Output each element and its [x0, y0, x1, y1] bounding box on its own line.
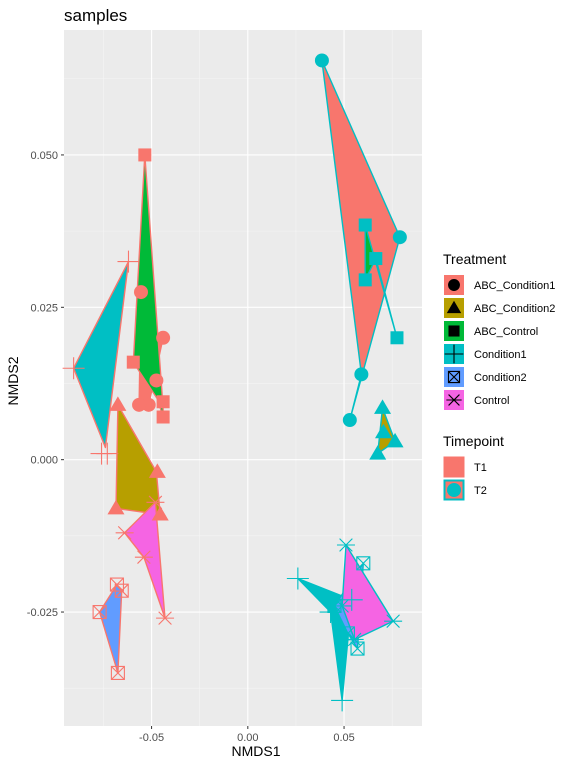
legend-title-treatment: Treatment	[443, 251, 506, 267]
legend-key-t1	[443, 456, 465, 478]
point-abc_condition2-t1	[148, 463, 166, 478]
point-abc_condition1-t2	[392, 230, 407, 245]
y-axis-label: NMDS2	[5, 356, 21, 405]
legend-label-condition2: Condition2	[474, 372, 527, 384]
legend-label-abc_condition2: ABC_Condition2	[474, 303, 555, 315]
point-abc_condition2-t1	[107, 499, 125, 515]
point-abc_condition1-t1	[156, 330, 171, 345]
point-control-t1	[156, 611, 175, 625]
y-tick-label: 0.025	[30, 302, 58, 314]
point-abc_control-t2	[369, 252, 383, 266]
point-control-t1	[146, 495, 165, 510]
legend-label-condition1: Condition1	[474, 349, 527, 361]
point-control-t2	[384, 614, 403, 628]
y-tick-label: 0.050	[30, 150, 58, 162]
legend-key-symbol	[444, 344, 464, 364]
legend-key-abc_condition2	[444, 298, 464, 318]
point-abc_control-t2	[358, 273, 372, 287]
point-abc_condition2-t2	[375, 423, 393, 439]
legend-label-t1: T1	[474, 462, 487, 474]
point-condition1-t2	[340, 588, 363, 611]
point-abc_condition2-t2	[374, 399, 392, 414]
legend-key-symbol	[448, 279, 460, 291]
chart-title: samples	[64, 6, 127, 25]
point-abc_control-t1	[156, 410, 170, 424]
legend-label-abc_condition1: ABC_Condition1	[474, 280, 555, 292]
legend-label-control: Control	[474, 395, 509, 407]
point-abc_condition2-t1	[109, 396, 127, 411]
hull-polygons	[72, 59, 401, 702]
point-condition2-t1	[110, 665, 125, 681]
legend-key-control	[444, 390, 464, 410]
point-condition2-t1	[92, 604, 107, 620]
point-control-t2	[336, 538, 355, 552]
point-control-t2	[333, 599, 352, 613]
point-condition1-t1	[117, 250, 140, 273]
point-abc_condition2-t1	[151, 506, 169, 521]
x-tick-label: -0.05	[139, 732, 164, 744]
legend-key-condition1	[444, 344, 464, 364]
legend-label-abc_control: ABC_Control	[474, 326, 538, 338]
legend-key-t2	[443, 479, 465, 501]
legend-label-t2: T2	[474, 485, 487, 497]
data-points	[62, 53, 407, 712]
point-condition1-t1	[90, 442, 113, 465]
legend-title-timepoint: Timepoint	[443, 433, 504, 449]
point-abc_condition1-t2	[314, 53, 329, 68]
y-tick-label: -0.025	[27, 607, 58, 619]
point-condition2-t2	[350, 641, 365, 656]
point-abc_condition1-t2	[354, 367, 369, 382]
point-abc_condition1-t1	[133, 285, 148, 300]
point-abc_control-t2	[358, 218, 372, 232]
axis-ticks: -0.05 0.00 0.05 -0.025 0.000 0.025 0.050	[27, 150, 355, 744]
legend: Treatment ABC_Condition1 ABC_Condition2 ABC…	[443, 251, 555, 501]
point-abc_condition1-t1	[149, 373, 164, 388]
point-abc_condition2-t2	[386, 432, 404, 448]
point-control-t2	[345, 632, 364, 647]
minor-gridlines	[64, 30, 422, 726]
legend-key-abc_control	[444, 321, 464, 341]
point-abc_control-t2	[390, 331, 404, 345]
point-abc_condition1-t1	[132, 397, 147, 412]
hull-condition1-t1	[72, 260, 130, 449]
point-abc_condition1-t1	[141, 397, 156, 412]
point-condition1-t1	[62, 357, 85, 380]
point-control-t1	[115, 526, 134, 540]
point-abc_control-t1	[126, 355, 140, 369]
y-tick-label: 0.000	[30, 455, 58, 467]
legend-key-symbol	[447, 370, 461, 384]
point-abc_condition1-t2	[342, 413, 357, 428]
legend-key-symbol	[447, 483, 461, 497]
point-abc_control-t1	[138, 148, 152, 162]
point-condition2-t1	[114, 583, 129, 598]
point-condition2-t2	[356, 556, 371, 571]
x-tick-label: 0.05	[333, 732, 354, 744]
point-abc_control-t1	[156, 395, 170, 409]
legend-key-symbol	[446, 300, 462, 314]
point-control-t1	[134, 550, 153, 564]
x-tick-label: 0.00	[237, 732, 258, 744]
legend-key-symbol	[446, 394, 462, 406]
point-condition1-t2	[286, 567, 309, 590]
legend-key-condition2	[444, 367, 464, 387]
legend-key-symbol	[448, 325, 460, 337]
x-axis-label: NMDS1	[231, 743, 280, 759]
legend-key-symbol	[447, 460, 461, 474]
point-condition1-t2	[331, 689, 354, 712]
legend-key-abc_condition1	[444, 275, 464, 295]
point-abc_condition2-t2	[369, 445, 387, 460]
